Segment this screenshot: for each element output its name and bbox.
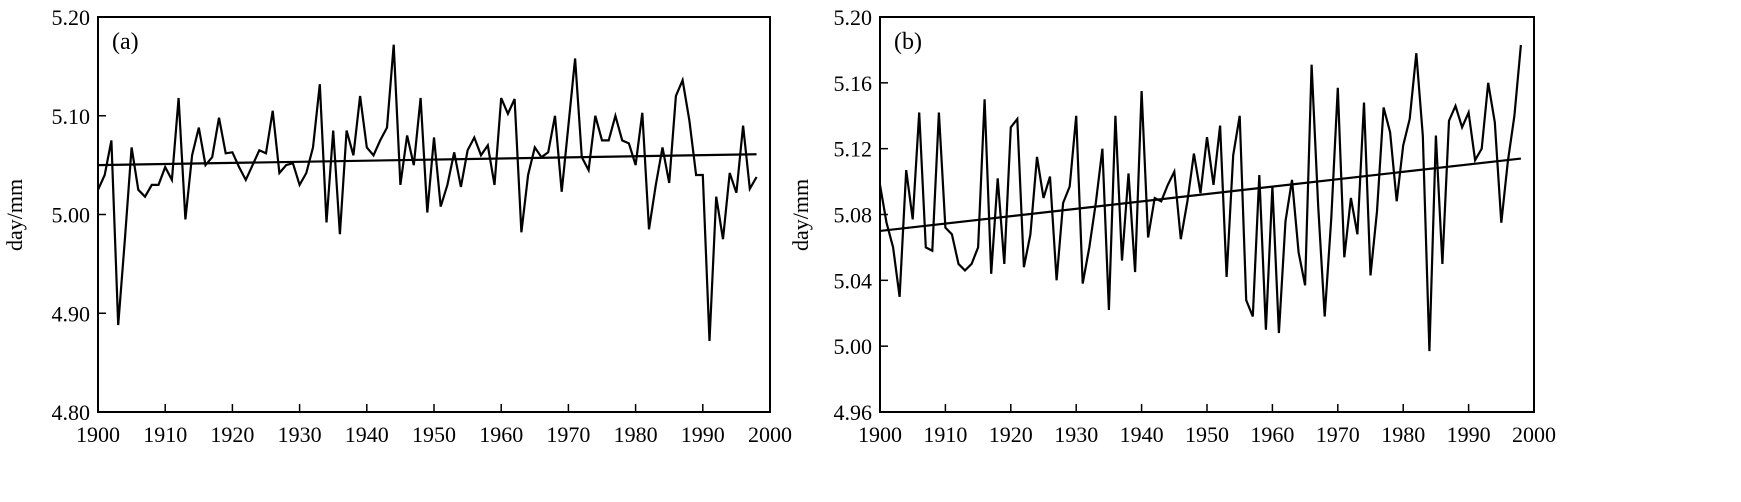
x-tick-label: 1960 xyxy=(1250,422,1294,447)
x-tick-label: 1930 xyxy=(278,422,322,447)
y-tick-label: 4.80 xyxy=(52,400,91,425)
y-tick-label: 4.90 xyxy=(52,301,91,326)
y-tick-label: 5.20 xyxy=(52,5,91,30)
x-tick-label: 1970 xyxy=(546,422,590,447)
x-tick-label: 1950 xyxy=(412,422,456,447)
y-tick-label: 5.20 xyxy=(834,5,873,30)
x-tick-label: 1900 xyxy=(858,422,902,447)
panel-label: (b) xyxy=(894,29,922,55)
x-tick-label: 1980 xyxy=(614,422,658,447)
x-tick-label: 1990 xyxy=(681,422,725,447)
x-tick-label: 1920 xyxy=(989,422,1033,447)
x-tick-label: 1910 xyxy=(143,422,187,447)
x-tick-label: 1960 xyxy=(479,422,523,447)
y-tick-label: 5.16 xyxy=(834,71,873,96)
trend-line xyxy=(879,157,1522,233)
x-tick-label: 1940 xyxy=(1120,422,1164,447)
y-tick-label: 5.12 xyxy=(834,137,873,162)
x-tick-label: 1930 xyxy=(1054,422,1098,447)
x-tick-label: 1920 xyxy=(210,422,254,447)
x-tick-label: 1980 xyxy=(1381,422,1425,447)
plot-frame xyxy=(879,16,1535,413)
x-tick-label: 1970 xyxy=(1316,422,1360,447)
y-axis-label: day/mm xyxy=(788,179,813,251)
y-axis-label: day/mm xyxy=(2,179,27,251)
y-tick-label: 4.96 xyxy=(834,400,873,425)
y-tick-label: 5.04 xyxy=(834,268,873,293)
y-tick-label: 5.00 xyxy=(52,203,91,228)
x-tick-label: 1940 xyxy=(345,422,389,447)
y-tick-label: 5.10 xyxy=(52,104,91,129)
panel-b: 1900 1910 1920 1930 1940 1950 1960 1970 1980 1990… xyxy=(788,5,1556,447)
y-tick-label: 5.08 xyxy=(834,203,873,228)
x-tick-label: 1900 xyxy=(76,422,120,447)
trend-line xyxy=(97,153,757,167)
x-tick-label: 1950 xyxy=(1185,422,1229,447)
x-tick-label: 1910 xyxy=(923,422,967,447)
plot-frame xyxy=(97,16,771,413)
x-tick-label: 2000 xyxy=(748,422,792,447)
x-tick-label: 1990 xyxy=(1447,422,1491,447)
panel-label: (a) xyxy=(112,29,139,55)
panel-a: 1900 1910 1920 1930 1940 1950 1960 1970 1980 1990… xyxy=(2,5,792,447)
series-line xyxy=(878,44,1522,352)
series-line xyxy=(96,44,758,341)
y-tick-label: 5.00 xyxy=(834,334,873,359)
x-tick-label: 2000 xyxy=(1512,422,1556,447)
